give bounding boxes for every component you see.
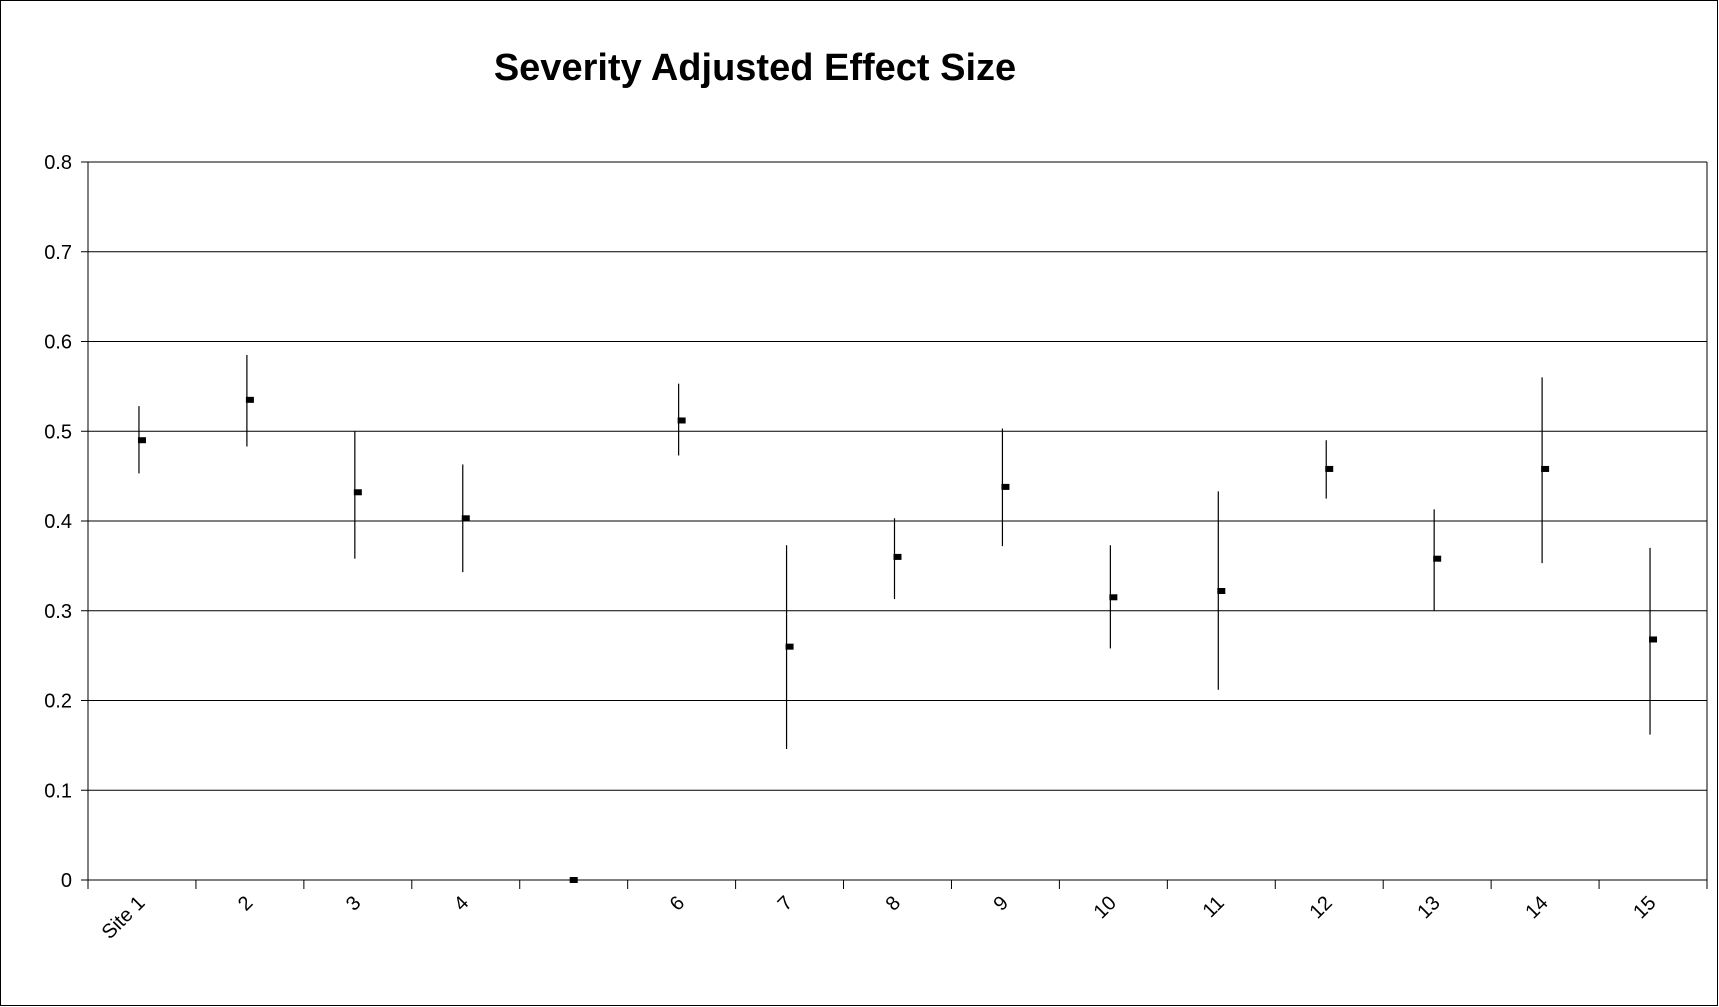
y-tick-label: 0.4 bbox=[44, 511, 72, 533]
data-point-marker bbox=[1217, 588, 1226, 595]
gridlines bbox=[88, 161, 1707, 791]
data-point-marker bbox=[785, 643, 794, 650]
axes bbox=[81, 161, 1708, 889]
y-tick-label: 0.3 bbox=[44, 601, 72, 623]
data-point-marker bbox=[137, 437, 146, 444]
y-tick-label: 0.5 bbox=[44, 421, 72, 443]
data-point-marker bbox=[1109, 594, 1118, 601]
data-point-marker bbox=[1325, 465, 1334, 472]
y-tick-label: 0.2 bbox=[44, 691, 72, 713]
data-point-marker bbox=[677, 417, 686, 424]
data-point-marker bbox=[353, 489, 362, 496]
y-tick-label: 0.1 bbox=[44, 780, 72, 802]
data-point-marker bbox=[893, 553, 902, 560]
data-point-marker bbox=[461, 515, 470, 522]
y-axis-tick-labels: 0 0.1 0.2 0.3 0.4 0.5 0.6 0.7 0.8 bbox=[44, 152, 72, 892]
y-tick-label: 0.7 bbox=[44, 242, 72, 264]
y-tick-label: 0.6 bbox=[44, 332, 72, 354]
data-points bbox=[137, 396, 1658, 883]
y-tick-label: 0.8 bbox=[44, 152, 72, 174]
data-point-marker bbox=[1433, 555, 1442, 562]
data-point-marker bbox=[1001, 483, 1010, 490]
chart-title: Severity Adjusted Effect Size bbox=[494, 47, 1016, 89]
data-point-marker bbox=[1649, 636, 1658, 643]
data-point-marker bbox=[569, 877, 578, 883]
y-tick-label: 0 bbox=[61, 870, 72, 892]
data-point-marker bbox=[245, 396, 254, 403]
data-point-marker bbox=[1541, 465, 1550, 472]
